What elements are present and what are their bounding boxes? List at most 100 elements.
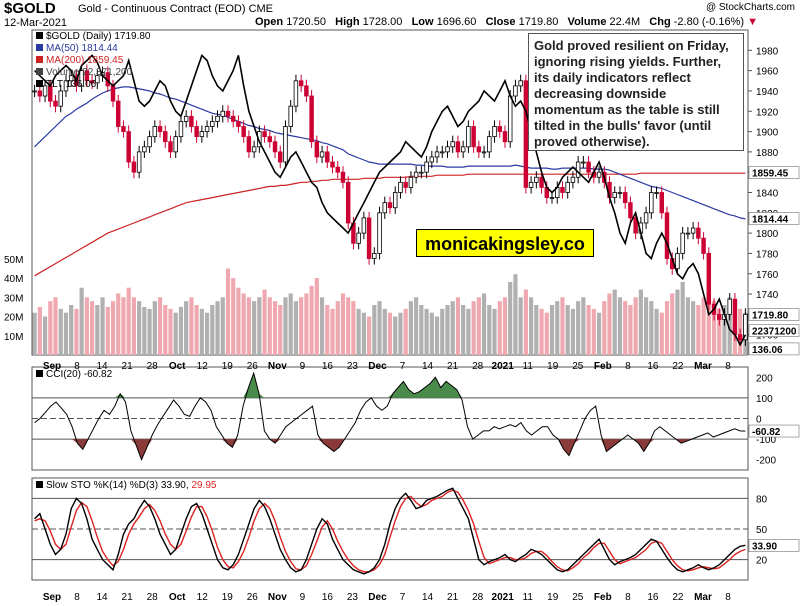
candle-body bbox=[690, 227, 696, 234]
candle-body bbox=[429, 156, 435, 163]
candle-body bbox=[476, 146, 482, 153]
volume-bar bbox=[576, 301, 581, 355]
candle-body bbox=[283, 126, 288, 163]
candle-body bbox=[246, 136, 252, 153]
volume-bar bbox=[539, 308, 544, 355]
volume-bar bbox=[293, 301, 299, 355]
volume-bar bbox=[722, 305, 727, 355]
volume-bar bbox=[199, 308, 204, 355]
chg-label: Chg bbox=[649, 16, 671, 28]
date-label: Sep bbox=[43, 592, 61, 603]
volume-tag: 22371200 bbox=[752, 327, 797, 338]
volume-bar bbox=[492, 308, 497, 355]
volume-bar bbox=[267, 297, 272, 355]
date-label: 14 bbox=[422, 592, 434, 603]
candle-body bbox=[732, 298, 738, 336]
candle-body bbox=[502, 131, 508, 143]
candle-body bbox=[194, 126, 199, 138]
candle-body bbox=[147, 136, 152, 148]
exchange-text: CME bbox=[248, 3, 274, 15]
cci-tick-label: 0 bbox=[756, 415, 762, 426]
price-tick-label: 1880 bbox=[756, 148, 779, 159]
candle-body bbox=[163, 131, 168, 143]
candle-body bbox=[581, 161, 586, 164]
date-label: 8 bbox=[725, 592, 731, 603]
candle-body bbox=[675, 253, 680, 270]
candle-body bbox=[706, 253, 712, 305]
volume-bar bbox=[628, 305, 633, 355]
date-label: Feb bbox=[594, 361, 612, 372]
volume-bar bbox=[591, 308, 596, 355]
candle-body bbox=[612, 192, 617, 198]
date-label: Nov bbox=[268, 361, 287, 372]
date-label: 7 bbox=[400, 592, 406, 603]
price-tick-label: 1780 bbox=[756, 249, 779, 260]
legend-ma50: MA(50) 1814.44 bbox=[46, 43, 118, 54]
candle-body bbox=[121, 126, 126, 132]
volume-tick-label: 30M bbox=[4, 293, 23, 304]
open-value: 1720.50 bbox=[286, 16, 326, 28]
sto-k-value: 33.90, bbox=[161, 480, 192, 491]
volume-bar bbox=[361, 312, 366, 355]
cci-title: CCI(20) -60.82 bbox=[46, 369, 113, 380]
candle-body bbox=[230, 115, 236, 122]
date-label: 21 bbox=[122, 592, 134, 603]
candle-body bbox=[659, 192, 664, 214]
volume-bar bbox=[236, 287, 241, 355]
candle-body bbox=[664, 212, 670, 259]
volume-bar bbox=[163, 305, 168, 355]
candle-body bbox=[575, 161, 581, 178]
date-label: 8 bbox=[625, 592, 631, 603]
volume-bar bbox=[654, 308, 659, 355]
date-label: 8 bbox=[625, 361, 631, 372]
cci-tick-label: 200 bbox=[756, 373, 773, 384]
date-label: 11 bbox=[523, 361, 534, 372]
price-tick-label: 1800 bbox=[756, 229, 779, 240]
date-label: 26 bbox=[247, 592, 259, 603]
tlt-line bbox=[34, 53, 747, 347]
candle-body bbox=[633, 217, 638, 234]
candle-body bbox=[408, 176, 414, 188]
candle-body bbox=[236, 121, 241, 127]
candle-body bbox=[440, 151, 445, 154]
volume-bar bbox=[481, 293, 487, 355]
volume-bar bbox=[633, 297, 638, 355]
candle-body bbox=[136, 151, 142, 173]
date-label: 8 bbox=[725, 361, 731, 372]
volume-bar bbox=[53, 297, 58, 355]
volume-bar bbox=[455, 297, 461, 355]
volume-bar bbox=[42, 316, 48, 355]
volume-bar bbox=[309, 285, 314, 355]
tlt-tag: 136.06 bbox=[752, 345, 783, 356]
ma200-tag-box bbox=[748, 166, 800, 179]
volume-bar bbox=[210, 305, 215, 355]
date-label: 19 bbox=[222, 361, 234, 372]
legend-ma200: MA(200) 1859.45 bbox=[46, 55, 124, 66]
volume-bar bbox=[204, 312, 210, 355]
volume-bar bbox=[299, 297, 304, 355]
date-label: 26 bbox=[247, 361, 259, 372]
candle-body bbox=[32, 90, 37, 93]
volume-bar bbox=[126, 287, 131, 355]
candle-body bbox=[84, 70, 90, 82]
candle-body bbox=[63, 80, 69, 92]
candle-body bbox=[309, 95, 314, 143]
ma200-line bbox=[34, 172, 746, 277]
volume-bar bbox=[434, 316, 440, 355]
volume-bar bbox=[555, 301, 560, 355]
volume-bar bbox=[32, 312, 37, 355]
candle-body bbox=[534, 176, 539, 183]
candle-body bbox=[257, 131, 262, 148]
candle-body bbox=[528, 181, 534, 188]
volume-bar bbox=[220, 297, 225, 355]
candle-body bbox=[392, 192, 398, 209]
date-label: 19 bbox=[547, 361, 559, 372]
candle-body bbox=[314, 141, 320, 158]
date-label: Dec bbox=[368, 592, 387, 603]
sto-d-line bbox=[34, 489, 746, 573]
volume-bar bbox=[502, 297, 508, 355]
volume-bar bbox=[691, 301, 696, 355]
volume-bar bbox=[408, 301, 413, 355]
volume-bar bbox=[643, 297, 649, 355]
watermark: @ StockCharts.com bbox=[705, 2, 795, 13]
